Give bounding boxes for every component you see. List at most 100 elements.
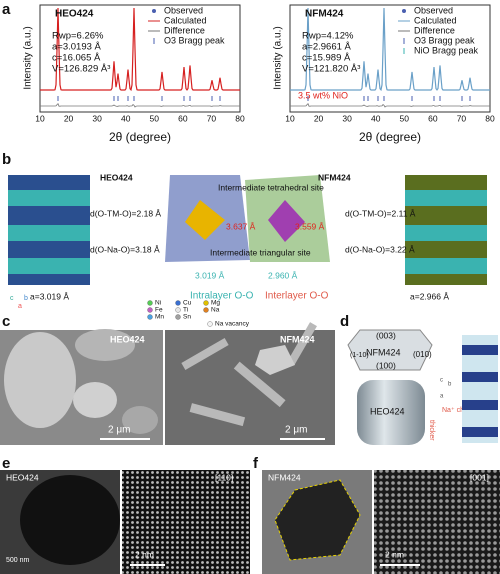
panel-label: e: [2, 455, 10, 472]
axis: a: [18, 303, 22, 310]
sample: NFM424: [366, 347, 401, 357]
legend-label: O3 Bragg peak: [414, 35, 475, 45]
legend-label: Observed: [164, 5, 203, 15]
annotation: Intermediate triangular site: [210, 247, 311, 257]
legend-label: Difference: [414, 25, 455, 35]
legend-label: Observed: [414, 5, 453, 15]
polyhedra: [165, 175, 330, 262]
x-tick-label: 60: [178, 113, 188, 123]
element-label: Mn: [155, 314, 164, 321]
element-label: Na vacancy: [215, 321, 250, 328]
calculated-curve: [290, 7, 490, 92]
panel-label: c: [2, 313, 10, 330]
x-tick-label: 60: [428, 113, 438, 123]
facet: (100): [376, 360, 396, 370]
sample: HEO424: [55, 9, 94, 20]
y-axis-label: Intensity (a.u.): [273, 26, 284, 89]
x-tick-label: 50: [400, 113, 410, 123]
legend-label: O3 Bragg peak: [164, 35, 225, 45]
x-tick-label: 70: [207, 113, 217, 123]
x-tick-label: 80: [485, 113, 495, 123]
scale: 2 nm: [135, 549, 154, 559]
axis: a: [440, 394, 444, 400]
calculated-curve: [40, 7, 240, 92]
crystal-left: [8, 175, 90, 285]
axis: c: [440, 378, 443, 384]
plot-frame: [39, 4, 241, 113]
sem-image: [165, 330, 335, 445]
legend-symbol: [402, 9, 406, 13]
axis: b: [24, 295, 28, 302]
legend-label: NiO Bragg peak: [414, 45, 479, 55]
element-symbol: [147, 307, 153, 313]
layer-schematic: [462, 335, 498, 443]
zone: [110]: [215, 472, 233, 482]
sample: NFM424: [280, 334, 315, 344]
element-symbol: [175, 314, 181, 320]
note: 3.5 wt% NiO: [298, 90, 348, 100]
label: Interlayer O-O: [265, 291, 329, 302]
difference-curve: [40, 103, 240, 108]
element-label: Ti: [183, 307, 188, 314]
element-symbol: [147, 314, 153, 320]
dim: d(O-TM-O)=2.11 Å: [345, 208, 416, 218]
crystal-right: [405, 175, 487, 285]
sample: NFM424: [305, 9, 344, 20]
element-label: Cu: [183, 300, 192, 307]
dim: a=3.019 Å: [30, 291, 69, 301]
x-tick-label: 10: [35, 113, 45, 123]
x-tick-label: 10: [285, 113, 295, 123]
sample: HEO424: [370, 406, 405, 416]
panel-label: a: [2, 1, 11, 18]
y-axis-label: Intensity (a.u.): [23, 26, 34, 89]
facet: (010): [413, 350, 432, 359]
difference-curve: [290, 103, 490, 108]
x-axis-label: 2θ (degree): [359, 130, 421, 144]
annotation: Intermediate tetrahedral site: [218, 182, 324, 192]
element-label: Na: [211, 307, 220, 314]
scale: 500 nm: [6, 557, 30, 564]
x-tick-label: 20: [314, 113, 324, 123]
x-tick-label: 40: [371, 113, 381, 123]
sample: HEO424: [6, 472, 39, 482]
label: Intralayer O-O: [190, 291, 254, 302]
label: Na⁺ channel: [442, 407, 482, 414]
xrd-right: 10 20 30 40 50 60 70 80 2θ (degree) Intensity (a.…: [273, 4, 495, 144]
legend-label: Difference: [164, 25, 205, 35]
xrd-left: 10 20 30 40 50 60 70 80 2θ (degree) Intensity (a.…: [23, 4, 245, 144]
distance: 2.960 Å: [268, 270, 298, 280]
element-symbol: [175, 300, 181, 306]
element-label: Sn: [183, 314, 191, 321]
x-tick-label: 30: [92, 113, 102, 123]
axis: b: [448, 382, 452, 388]
scale: 2 μm: [108, 425, 130, 436]
element-label: Mg: [211, 300, 220, 307]
panel-label: d: [340, 313, 349, 330]
label: thicker: [428, 420, 435, 441]
fit-param: c=15.989 Å: [302, 53, 351, 64]
x-tick-label: 30: [342, 113, 352, 123]
plot-frame: [289, 4, 491, 113]
element-label: Fe: [155, 307, 163, 314]
fit-param: c=16.065 Å: [52, 53, 101, 64]
fit-param: V=121.820 Å³: [302, 64, 360, 75]
element-symbol: [147, 300, 153, 306]
element-legend: Ni Cu Mg Fe Ti Na Mn Sn Na vacancy: [147, 300, 250, 328]
panel-label: b: [2, 151, 11, 168]
distance: 3.019 Å: [195, 270, 225, 280]
zone: [001]: [470, 472, 489, 482]
dim: d(O-Na-O)=3.22 Å: [345, 244, 415, 254]
fit-param: a=3.0193 Å: [52, 42, 102, 53]
scale: 2 nm: [385, 549, 404, 559]
dim: d(O-TM-O)=2.18 Å: [90, 208, 161, 218]
element-label: Ni: [155, 300, 161, 307]
fit-param: Rwp=6.26%: [52, 31, 104, 42]
x-tick-label: 80: [235, 113, 245, 123]
element-symbol: [207, 321, 213, 327]
element-symbol: [175, 307, 181, 313]
axis: c: [10, 295, 14, 302]
distance: 3.637 Å: [226, 221, 256, 231]
sample: NFM424: [268, 472, 301, 482]
fit-param: V=126.829 Å³: [52, 64, 110, 75]
